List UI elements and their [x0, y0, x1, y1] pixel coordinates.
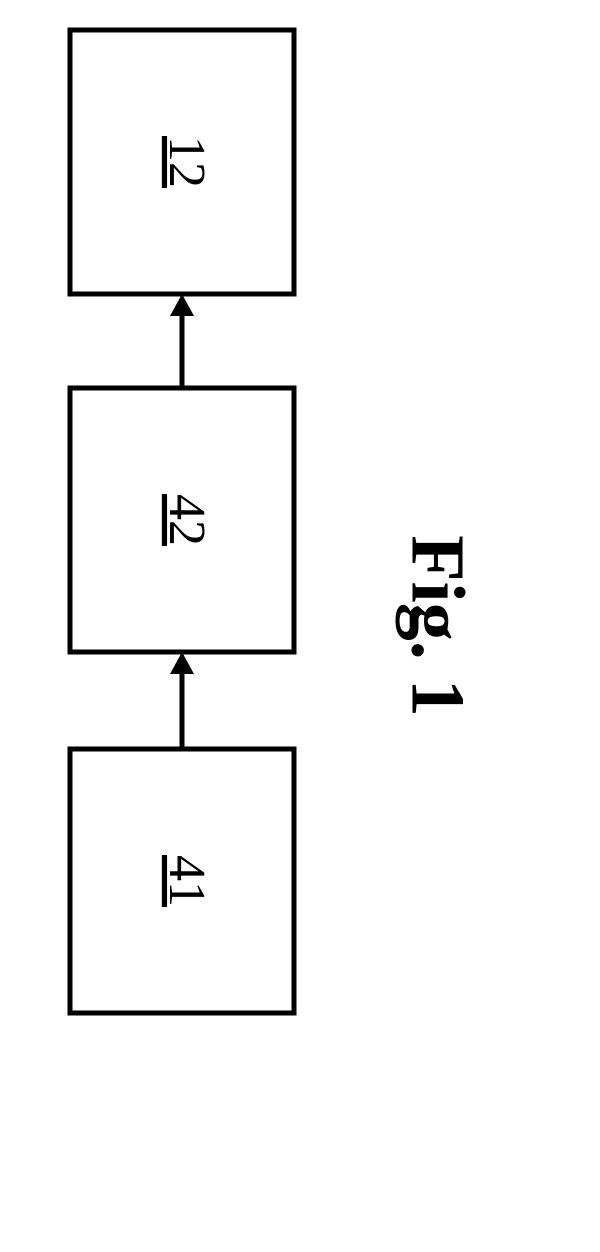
block-label: 12 [158, 136, 215, 188]
figure-caption: Fig. 1 [396, 535, 480, 717]
block-label: 41 [158, 855, 215, 907]
canvas-bg [0, 0, 600, 1252]
block-label: 42 [158, 494, 215, 546]
